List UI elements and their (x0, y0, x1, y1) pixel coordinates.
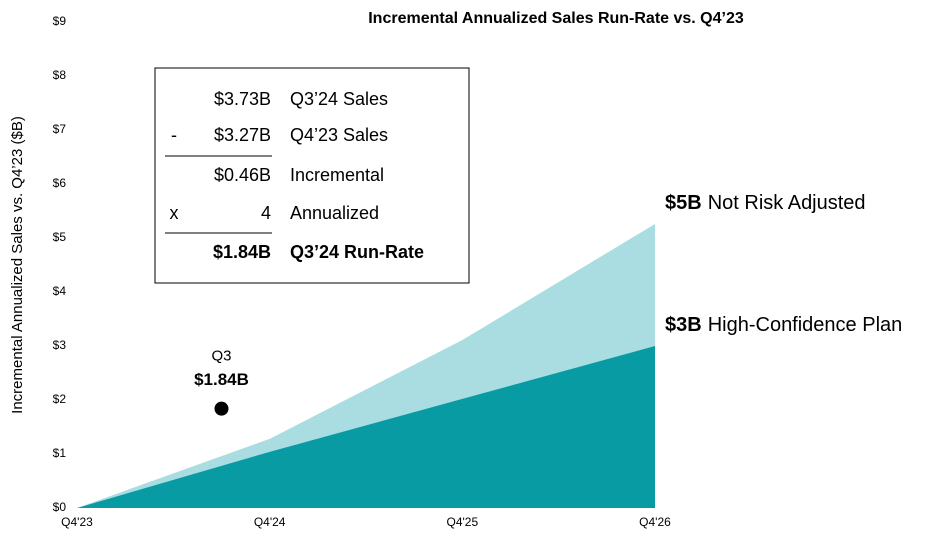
y-axis-label: Incremental Annualized Sales vs. Q4’23 (… (9, 116, 26, 414)
x-tick-label: Q4'25 (447, 515, 479, 529)
calc-label: Q3’24 Run-Rate (290, 242, 424, 262)
area (77, 346, 655, 508)
x-tick-label: Q4'23 (61, 515, 93, 529)
y-tick-label: $7 (53, 122, 67, 136)
y-tick-label: $8 (53, 68, 67, 82)
y-tick-label: $1 (53, 446, 67, 460)
y-tick-label: $2 (53, 392, 67, 406)
calc-op: x (170, 203, 179, 223)
y-tick-label: $0 (53, 500, 67, 514)
chart-title: Incremental Annualized Sales Run-Rate vs… (368, 10, 744, 27)
calc-op: - (171, 125, 177, 145)
calc-label: Annualized (290, 203, 379, 223)
y-tick-label: $5 (53, 230, 67, 244)
calc-label: Incremental (290, 165, 384, 185)
y-tick-label: $3 (53, 338, 67, 352)
series-label-value: $5B (665, 192, 702, 214)
y-tick-label: $9 (53, 14, 67, 28)
calc-label: Q3’24 Sales (290, 89, 388, 109)
series-label: $5B Not Risk Adjusted (665, 192, 866, 214)
point (214, 401, 229, 416)
x-tick-label: Q4'26 (639, 515, 671, 529)
calc-label: Q4’23 Sales (290, 125, 388, 145)
series-label-name: High-Confidence Plan (708, 314, 903, 336)
calc-amount: $0.46B (214, 165, 271, 185)
point-value-label: $1.84B (194, 370, 249, 389)
x-tick-label: Q4'24 (254, 515, 286, 529)
point-label: Q3 (211, 348, 231, 365)
calc-amount: $1.84B (213, 242, 271, 262)
calc-amount: 4 (261, 203, 271, 223)
series-label: $3B High-Confidence Plan (665, 314, 902, 336)
calc-box (154, 67, 470, 284)
series-label-value: $3B (665, 314, 702, 336)
calc-amount: $3.27B (214, 125, 271, 145)
calc-amount: $3.73B (214, 89, 271, 109)
y-tick-label: $6 (53, 176, 67, 190)
series-label-name: Not Risk Adjusted (708, 192, 866, 214)
y-tick-label: $4 (53, 284, 67, 298)
